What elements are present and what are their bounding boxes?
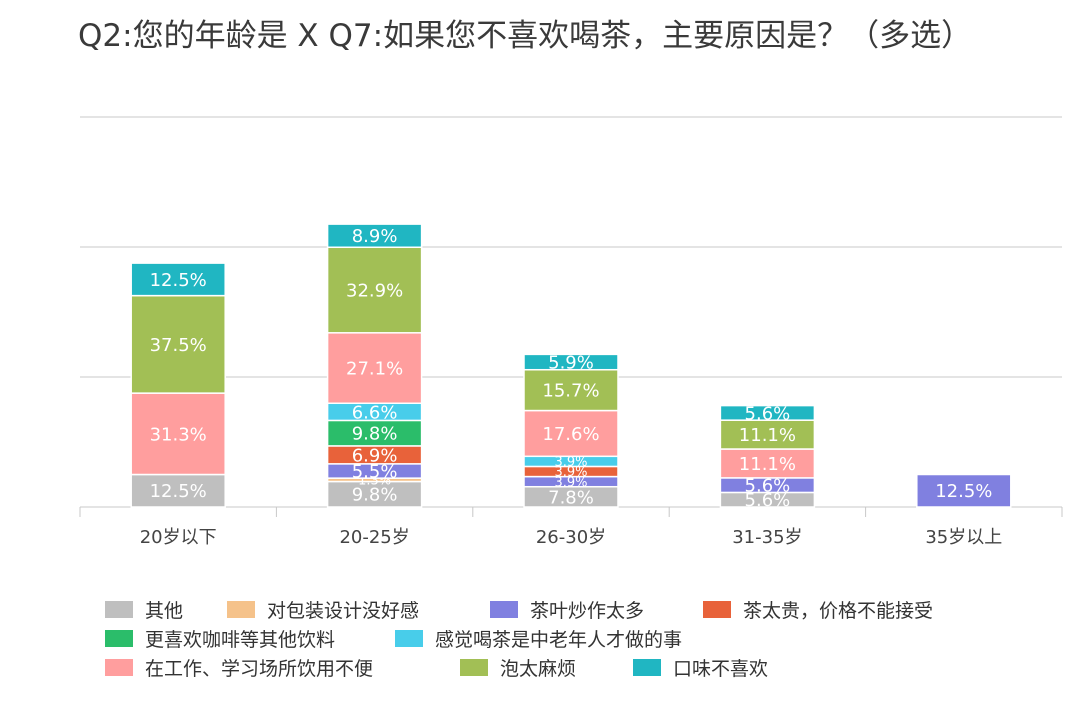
- legend-label: 口味不喜欢: [673, 657, 769, 680]
- x-tick-label: 20岁以下: [140, 527, 217, 548]
- legend-item: 茶太贵，价格不能接受: [703, 596, 933, 622]
- legend-label: 对包装设计没好感: [267, 599, 420, 622]
- legend-swatch: [633, 658, 661, 676]
- bar-segment: [326, 480, 423, 508]
- legend-label: 在工作、学习场所饮用不便: [145, 657, 374, 680]
- legend-label: 泡太麻烦: [500, 657, 577, 680]
- bar-segment: [523, 353, 619, 371]
- data-label: 6.6%: [352, 402, 398, 423]
- bar-segment: [719, 404, 816, 421]
- data-label: 15.7%: [542, 381, 599, 402]
- data-label: 11.1%: [739, 425, 796, 446]
- data-label: 3.9%: [554, 475, 587, 490]
- data-label: 3.9%: [554, 455, 587, 470]
- legend-item: 其他: [105, 596, 183, 622]
- legend-item: 感觉喝茶是中老年人才做的事: [395, 625, 682, 651]
- stacked-bar-chart: 12.5%31.3%37.5%12.5%20岁以下9.8%1.3%5.5%6.9…: [79, 116, 1063, 548]
- bar-segment: [719, 448, 816, 479]
- legend-swatch: [460, 658, 488, 676]
- legend-swatch: [490, 600, 518, 618]
- bar-segment: [130, 262, 226, 297]
- legend-item: 口味不喜欢: [633, 654, 768, 680]
- data-label: 6.9%: [352, 445, 398, 466]
- bar-segment: [326, 419, 423, 447]
- legend-label: 更喜欢咖啡等其他饮料: [145, 628, 336, 651]
- bar-segment: [523, 368, 619, 412]
- data-label: 3.9%: [554, 465, 587, 480]
- bar-segment: [130, 473, 226, 508]
- x-tick-label: 35岁以上: [925, 527, 1002, 548]
- legend-label: 茶叶炒作太多: [530, 599, 645, 622]
- data-label: 32.9%: [346, 281, 403, 302]
- bar-segment: [719, 419, 816, 450]
- data-label: 31.3%: [150, 424, 207, 445]
- legend-label: 茶太贵，价格不能接受: [743, 599, 934, 622]
- legend-label: 感觉喝茶是中老年人才做的事: [435, 628, 683, 651]
- legend-swatch: [395, 629, 423, 647]
- legend-label: 其他: [145, 599, 184, 622]
- bar-segment: [326, 223, 423, 249]
- bar-segment: [326, 246, 423, 334]
- legend-item: 对包装设计没好感: [227, 596, 419, 622]
- data-label: 9.8%: [352, 485, 398, 506]
- data-label: 37.5%: [150, 335, 207, 356]
- bar-segment: [326, 332, 423, 405]
- chart-title: Q2:您的年龄是 X Q7:如果您不喜欢喝茶，主要原因是？（多选）: [78, 18, 973, 54]
- data-label: 5.6%: [745, 476, 791, 497]
- x-tick-label: 26-30岁: [536, 527, 606, 548]
- data-label: 7.8%: [548, 487, 594, 508]
- legend-swatch: [105, 629, 133, 647]
- data-label: 17.6%: [542, 424, 599, 445]
- data-label: 8.9%: [352, 226, 398, 247]
- legend-item: 泡太麻烦: [460, 654, 576, 680]
- legend-item: 在工作、学习场所饮用不便: [105, 654, 373, 680]
- data-label: 12.5%: [150, 270, 207, 291]
- data-label: 9.8%: [352, 424, 398, 445]
- bar-segment: [130, 294, 226, 394]
- x-tick-label: 31-35岁: [732, 527, 802, 548]
- data-label: 12.5%: [935, 481, 992, 502]
- data-label: 5.5%: [352, 461, 398, 482]
- data-label: 11.1%: [739, 454, 796, 475]
- legend-item: 更喜欢咖啡等其他饮料: [105, 625, 335, 651]
- data-label: 27.1%: [346, 359, 403, 380]
- legend-swatch: [703, 600, 731, 618]
- data-label: 12.5%: [150, 481, 207, 502]
- data-label: 5.6%: [745, 403, 791, 424]
- data-label: 5.6%: [745, 490, 791, 511]
- legend-swatch: [227, 600, 255, 618]
- legend-item: 茶叶炒作太多: [490, 596, 644, 622]
- legend-swatch: [105, 600, 133, 618]
- x-tick-label: 20-25岁: [339, 527, 409, 548]
- bar-segment: [916, 473, 1012, 508]
- bar-segment: [130, 392, 226, 476]
- legend-swatch: [105, 658, 133, 676]
- data-label: 5.9%: [548, 353, 594, 374]
- bar-segment: [523, 409, 619, 458]
